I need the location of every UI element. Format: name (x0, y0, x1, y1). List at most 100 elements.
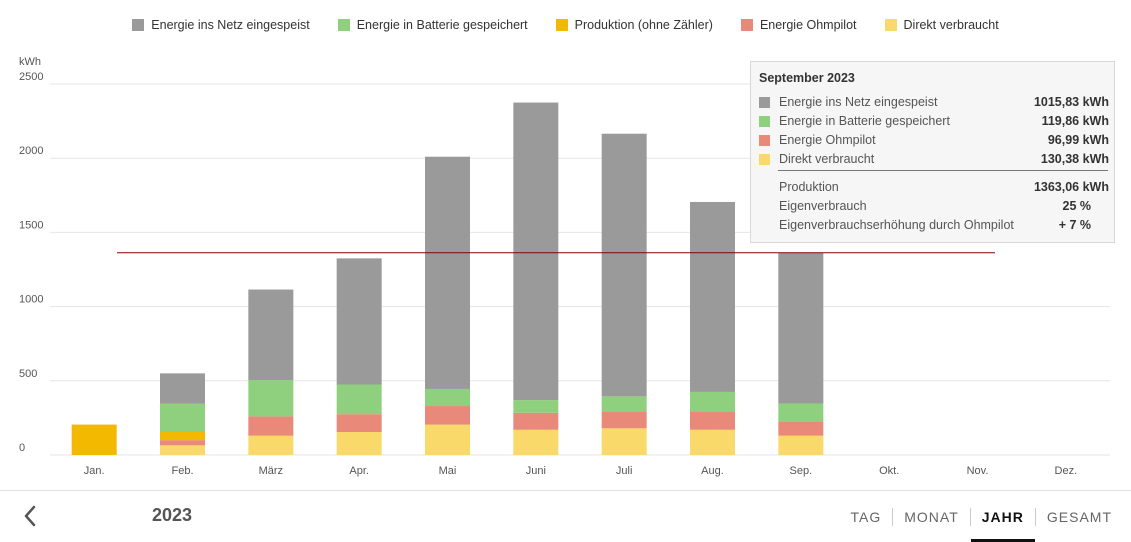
bar-segment[interactable] (513, 412, 559, 430)
bar-segment[interactable] (160, 373, 205, 404)
energy-bar-chart: kWh 0 500 1000 1500 2000 2500 Jan. Feb. März Apr. M… (19, 56, 1110, 477)
tab-divider (1034, 507, 1036, 526)
tooltip-september: September 2023 Energie ins Netz eingespe… (750, 61, 1115, 243)
tooltip-own-value: 25 % (1062, 199, 1092, 213)
legend-item-batterie[interactable]: Energie in Batterie gespeichert (337, 18, 528, 32)
bar-segment[interactable] (690, 201, 735, 392)
bar-segment[interactable] (336, 384, 382, 415)
legend-item-produktion[interactable]: Produktion (ohne Zähler) (555, 18, 713, 32)
bar-segment[interactable] (513, 400, 559, 413)
bar-segment[interactable] (601, 428, 647, 455)
bar-segment[interactable] (248, 416, 294, 436)
tab-jahr[interactable]: JAHR (970, 491, 1036, 542)
bar-segment[interactable] (248, 380, 294, 417)
bar-segment[interactable] (425, 156, 470, 389)
tooltip-value: 130,38 kWh (1040, 152, 1109, 166)
tooltip-label: Energie in Batterie gespeichert (779, 114, 950, 128)
tooltip-label: Energie Ohmpilot (779, 133, 876, 147)
legend-item-direkt[interactable]: Direkt verbraucht (884, 18, 999, 32)
tooltip-ohm-row: Eigenverbrauchserhöhung durch Ohmpilot +… (779, 216, 1091, 234)
bar-segment[interactable] (513, 429, 559, 455)
tab-divider (969, 507, 971, 526)
bar-segment[interactable] (690, 391, 735, 412)
y-tick-label: 500 (19, 368, 37, 380)
tooltip-production-row: Produktion 1363,06 kWh (779, 178, 1109, 196)
legend-label: Direkt verbraucht (903, 18, 999, 32)
bar-segment[interactable] (71, 424, 117, 455)
x-tick-label: Sep. (790, 465, 813, 477)
legend-swatch (884, 19, 897, 31)
bar-segment[interactable] (690, 429, 735, 455)
bar-segment[interactable] (601, 396, 647, 412)
legend-label: Energie in Batterie gespeichert (356, 18, 528, 32)
tooltip-title: September 2023 (759, 71, 855, 85)
bar-segment[interactable] (248, 289, 294, 381)
bar-segment[interactable] (601, 133, 647, 397)
tab-divider (892, 507, 894, 526)
bar-segment[interactable] (690, 411, 735, 430)
tooltip-swatch (759, 96, 770, 108)
chart-legend: Energie ins Netz eingespeist Energie in … (0, 18, 1131, 32)
x-tick-label: Mai (439, 465, 457, 477)
x-tick-label: Jan. (84, 465, 105, 477)
tab-gesamt[interactable]: GESAMT (1046, 508, 1112, 525)
tooltip-production-value: 1363,06 kWh (1033, 180, 1109, 194)
x-tick-label: Juli (616, 465, 633, 477)
tooltip-own-row: Eigenverbrauch 25 % (779, 197, 1091, 215)
tab-tag[interactable]: TAG (850, 508, 882, 525)
tooltip-row: Energie ins Netz eingespeist 1015,83 kWh (759, 93, 1109, 111)
tooltip-swatch (759, 153, 770, 165)
legend-swatch (555, 19, 568, 31)
y-tick-label: 1000 (19, 294, 43, 306)
x-tick-label: Feb. (171, 465, 193, 477)
tooltip-value: 119,86 kWh (1041, 114, 1109, 128)
tooltip-own-label: Eigenverbrauch (779, 199, 867, 213)
tooltip-row: Direkt verbraucht 130,38 kWh (759, 150, 1109, 168)
tooltip-label: Energie ins Netz eingespeist (779, 95, 938, 109)
x-tick-label: Juni (526, 465, 546, 477)
bar-segment[interactable] (160, 445, 205, 455)
x-tick-label: Dez. (1055, 465, 1078, 477)
bar-segment[interactable] (601, 411, 647, 429)
bar-segment[interactable] (778, 403, 824, 422)
bar-segment[interactable] (778, 421, 824, 436)
tooltip-value: 96,99 kWh (1047, 133, 1109, 147)
bar-segment[interactable] (160, 431, 205, 441)
legend-swatch (132, 19, 145, 31)
period-navigation-bar: 2023 TAG MONAT JAHR GESAMT (0, 490, 1131, 542)
bar-segment[interactable] (778, 252, 824, 404)
legend-swatch (337, 19, 350, 31)
bar-segment[interactable] (336, 258, 382, 385)
tooltip-label: Direkt verbraucht (779, 152, 875, 166)
bar-segment[interactable] (248, 435, 294, 455)
y-tick-label: 0 (19, 442, 25, 454)
tooltip-value: 1015,83 kWh (1033, 95, 1109, 109)
bar-segment[interactable] (425, 388, 470, 407)
tooltip-divider (778, 170, 1108, 171)
x-tick-label: März (259, 465, 283, 477)
bar-segment[interactable] (160, 440, 205, 446)
legend-item-ohmpilot[interactable]: Energie Ohmpilot (740, 18, 857, 32)
y-tick-label: 2000 (19, 145, 43, 157)
bar-segment[interactable] (425, 406, 470, 425)
bar-segment[interactable] (513, 102, 559, 401)
x-tick-label: Aug. (701, 465, 724, 477)
tab-monat[interactable]: MONAT (904, 508, 959, 525)
legend-label: Energie ins Netz eingespeist (151, 18, 310, 32)
bar-segment[interactable] (160, 403, 205, 432)
y-tick-label: 2500 (19, 71, 43, 83)
tooltip-ohm-label: Eigenverbrauchserhöhung durch Ohmpilot (779, 218, 1014, 232)
period-tabs: TAG MONAT JAHR GESAMT (839, 491, 1123, 542)
bar-segment[interactable] (336, 414, 382, 432)
legend-swatch (740, 19, 753, 31)
tooltip-row: Energie Ohmpilot 96,99 kWh (759, 131, 1109, 149)
legend-label: Produktion (ohne Zähler) (574, 18, 713, 32)
bar-segment[interactable] (336, 431, 382, 455)
back-arrow-icon[interactable] (18, 501, 44, 531)
legend-item-netz[interactable]: Energie ins Netz eingespeist (132, 18, 310, 32)
bar-segment[interactable] (778, 435, 824, 455)
bar-segment[interactable] (425, 424, 470, 455)
tooltip-swatch (759, 134, 770, 146)
x-tick-label: Apr. (349, 465, 369, 477)
x-tick-label: Nov. (967, 465, 989, 477)
